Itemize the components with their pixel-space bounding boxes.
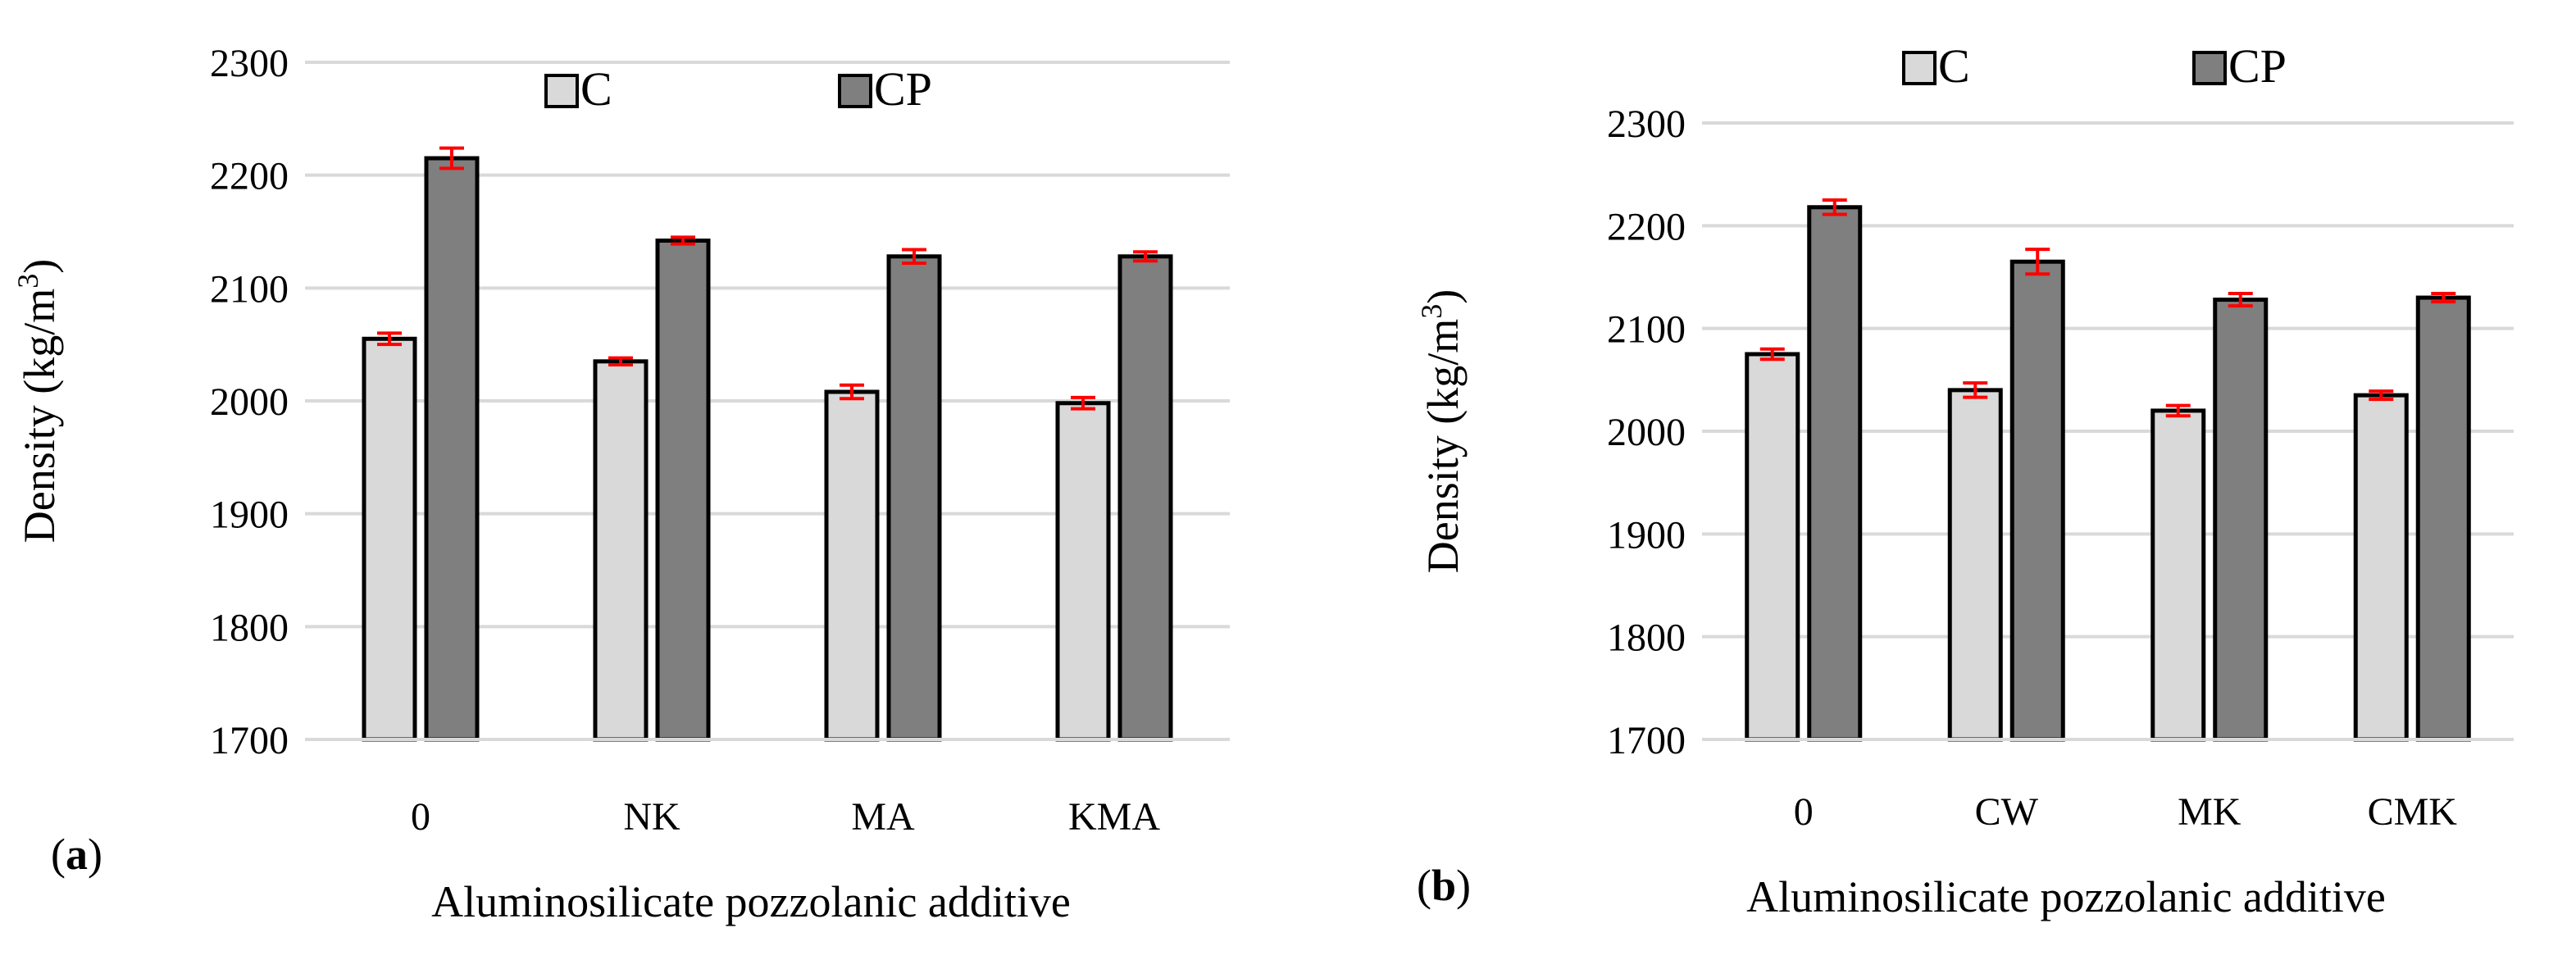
- error-bar-CP-MA: [902, 248, 926, 266]
- y-axis-title-superscript: 3: [1415, 304, 1448, 319]
- bar-CP-MA: [886, 254, 942, 742]
- x-tick-label: 0: [1794, 790, 1814, 834]
- error-bar-C-0: [377, 331, 402, 347]
- y-tick-label: 1800: [210, 606, 289, 649]
- x-tick-label: NK: [623, 795, 680, 839]
- error-bar-C-CMK: [2369, 389, 2394, 402]
- error-bar-CP-0: [1822, 198, 1847, 216]
- chart-panel-a: 1700 1800 1900 2000 2100 2200 2300 0 NK MA KMA C CP A…: [11, 42, 1230, 926]
- y-axis-title: Density (kg/m3): [1415, 289, 1468, 573]
- y-axis-title-superscript: 3: [11, 274, 44, 289]
- legend-swatch-C: [1902, 51, 1937, 85]
- y-tick-label: 1900: [210, 494, 289, 537]
- y-axis-title-main: Density (kg/m: [15, 289, 64, 543]
- y-tick-label: 1900: [1607, 513, 1686, 557]
- error-bar-C-0: [1759, 347, 1785, 362]
- bar-CP-MK: [2213, 298, 2269, 742]
- x-axis-title: Aluminosilicate pozzolanic additive: [431, 877, 1071, 926]
- x-tick-label: 0: [411, 795, 430, 839]
- panel-label-letter: b: [1431, 861, 1456, 910]
- y-axis-title-main: Density (kg/m: [1418, 319, 1468, 573]
- panel-label: (a): [51, 830, 102, 879]
- legend-label-CP: CP: [2228, 39, 2287, 93]
- x-tick-label: MK: [2178, 790, 2241, 834]
- y-tick-label: 2100: [210, 267, 289, 311]
- panel-label: (b): [1417, 861, 1471, 910]
- x-tick-label: MA: [851, 795, 915, 839]
- error-bar-C-CW: [1963, 381, 1988, 399]
- legend-swatch-CP: [2192, 51, 2227, 85]
- panel-label-open: (: [1417, 861, 1431, 910]
- bar-CP-NK: [655, 239, 711, 742]
- bar-CP-0: [1807, 205, 1863, 742]
- error-bar-C-MA: [840, 383, 864, 401]
- bar-CP-0: [424, 156, 480, 742]
- bar-C-MA: [824, 389, 880, 742]
- legend: C CP: [1902, 39, 2287, 93]
- x-tick-label: CMK: [2368, 790, 2458, 834]
- y-axis-title: Density (kg/m3): [11, 259, 64, 543]
- error-bar-CP-0: [439, 146, 464, 171]
- legend-swatch-CP: [838, 74, 872, 108]
- y-axis-title-close: ): [15, 259, 64, 274]
- y-tick-label: 2300: [1607, 102, 1686, 146]
- error-bar-CP-MK: [2228, 292, 2253, 308]
- panel-label-letter: a: [66, 830, 88, 879]
- error-bar-CP-CW: [2025, 248, 2050, 276]
- error-bar-CP-CMK: [2431, 292, 2456, 304]
- error-bar-C-MK: [2165, 403, 2191, 418]
- panel-label-close: ): [88, 830, 102, 879]
- y-tick-label: 2200: [1607, 205, 1686, 248]
- legend-swatch-C: [544, 74, 579, 108]
- chart-panel-b: 1700 1800 1900 2000 2100 2200 2300 0 CW MK CMK C CP A…: [1415, 39, 2514, 921]
- bar-C-CMK: [2353, 393, 2409, 742]
- bar-C-KMA: [1055, 401, 1111, 742]
- bar-CP-CMK: [2415, 295, 2471, 742]
- x-axis-title: Aluminosilicate pozzolanic additive: [1746, 872, 2386, 921]
- panel-label-close: ): [1456, 861, 1471, 910]
- bar-C-NK: [593, 359, 649, 742]
- bar-C-MK: [2150, 408, 2206, 742]
- error-bar-C-KMA: [1071, 395, 1095, 411]
- legend-label-CP: CP: [874, 62, 932, 116]
- y-tick-label: 2100: [1607, 308, 1686, 352]
- bar-C-0: [1745, 352, 1800, 742]
- y-axis-title-close: ): [1418, 289, 1468, 304]
- bar-C-0: [362, 336, 417, 742]
- x-tick-label: CW: [1975, 790, 2039, 834]
- y-tick-label: 2200: [210, 155, 289, 198]
- y-tick-label: 2000: [210, 380, 289, 424]
- y-tick-label: 1800: [1607, 616, 1686, 660]
- x-tick-label: KMA: [1068, 795, 1160, 839]
- bar-C-CW: [1947, 388, 2003, 742]
- error-bar-CP-NK: [671, 235, 695, 246]
- bar-CP-CW: [2009, 259, 2065, 742]
- legend-label-C: C: [580, 62, 612, 116]
- y-tick-label: 2300: [210, 42, 289, 85]
- y-tick-label: 1700: [210, 719, 289, 762]
- bar-CP-KMA: [1117, 254, 1173, 742]
- error-bar-CP-KMA: [1133, 250, 1158, 263]
- error-bar-C-NK: [608, 356, 633, 366]
- legend-label-C: C: [1938, 39, 1970, 93]
- y-tick-label: 2000: [1607, 411, 1686, 454]
- panel-label-open: (: [51, 830, 66, 879]
- legend: C CP: [544, 62, 932, 116]
- y-tick-label: 1700: [1607, 719, 1686, 762]
